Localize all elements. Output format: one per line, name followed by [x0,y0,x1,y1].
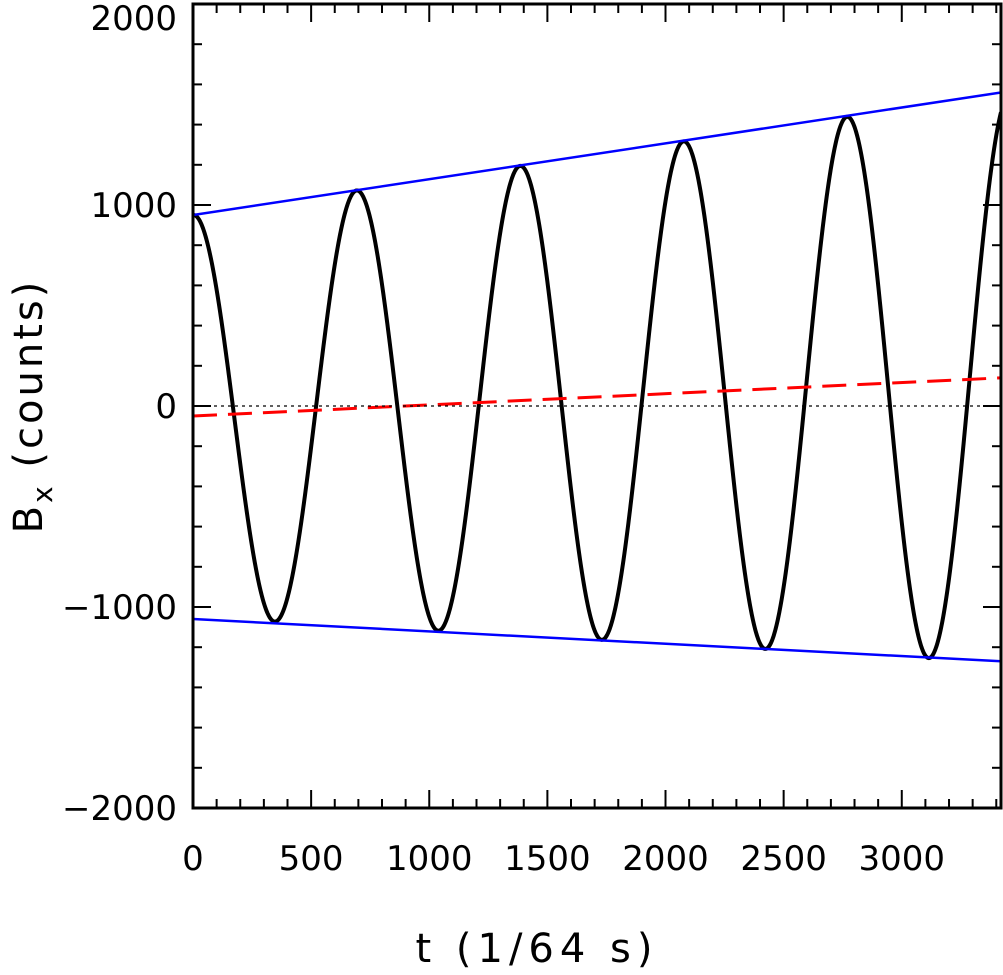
series-upper-envelope [193,91,1001,217]
x-tick-label: 1500 [504,839,591,879]
y-axis-title-subscript: x [26,483,59,503]
plot-lines [193,91,1001,663]
y-axis-title: Bx (counts) [6,279,59,534]
series-signal [193,111,1001,661]
x-tick-label: 0 [182,839,204,879]
series-lower-envelope [193,617,1001,663]
y-tick-label: 0 [155,387,177,427]
series-mean-trend [193,376,1001,418]
x-tick-label: 3000 [859,839,946,879]
x-axis-title: t (1/64 s) [416,926,659,972]
tick-labels: 0 500 1000 1500 2000 2500 3000 −2000 −1000 0 1000 2… [62,0,945,879]
y-axis-title-rest: (counts) [6,279,52,484]
y-axis-title-main: B [6,503,52,533]
tick-marks [192,3,1001,809]
x-tick-label: 2000 [622,839,709,879]
x-tick-label: 2500 [740,839,827,879]
y-tick-label: 2000 [90,0,177,39]
y-tick-label: −1000 [62,588,177,628]
x-tick-label: 1000 [386,839,473,879]
y-tick-label: −2000 [62,789,177,829]
x-tick-label: 500 [279,839,344,879]
y-tick-label: 1000 [90,186,177,226]
